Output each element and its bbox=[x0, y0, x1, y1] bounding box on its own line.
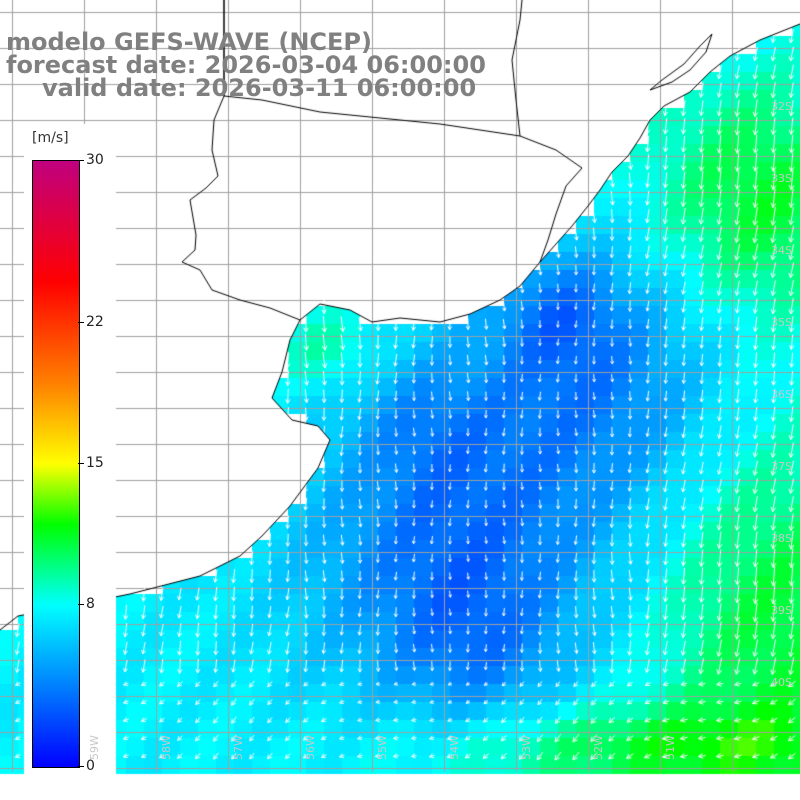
latitude-label: 40S bbox=[771, 676, 792, 689]
longitude-label: 58W bbox=[160, 735, 173, 760]
colorbar-tick bbox=[78, 766, 84, 767]
colorbar-tick bbox=[78, 463, 84, 464]
longitude-label: 54W bbox=[448, 735, 461, 760]
colorbar-tick-label: 15 bbox=[86, 455, 104, 471]
latitude-label: 37S bbox=[771, 460, 792, 473]
forecast-date: forecast date: 2026-03-04 06:00:00 bbox=[6, 51, 486, 79]
longitude-label: 53W bbox=[520, 735, 533, 760]
colorbar-tick bbox=[78, 321, 84, 323]
latitude-label: 35S bbox=[771, 316, 792, 329]
colorbar-tick bbox=[78, 604, 84, 606]
latitude-label: 38S bbox=[771, 532, 792, 545]
colorbar-tick-label: 0 bbox=[86, 758, 95, 774]
longitude-label: 51W bbox=[664, 735, 677, 760]
colorbar-unit: [m/s] bbox=[32, 130, 69, 146]
latitude-label: 32S bbox=[771, 100, 792, 113]
longitude-label: 55W bbox=[376, 735, 389, 760]
colorbar bbox=[32, 160, 80, 768]
latitude-label: 33S bbox=[771, 172, 792, 185]
colorbar-tick-label: 22 bbox=[86, 313, 104, 330]
latitude-label: 39S bbox=[771, 604, 792, 617]
colorbar-tick-label: 8 bbox=[86, 596, 95, 613]
latitude-label: 36S bbox=[771, 388, 792, 401]
colorbar-tick bbox=[78, 160, 84, 161]
longitude-label: 56W bbox=[304, 735, 317, 760]
valid-date: valid date: 2026-03-11 06:00:00 bbox=[42, 74, 477, 102]
model-title: modelo GEFS-WAVE (NCEP) bbox=[6, 28, 372, 56]
longitude-label: 59W bbox=[88, 735, 101, 760]
longitude-label: 57W bbox=[232, 735, 245, 760]
longitude-label: 52W bbox=[592, 735, 605, 760]
latitude-label: 34S bbox=[771, 244, 792, 257]
colorbar-tick-label: 30 bbox=[86, 152, 104, 168]
